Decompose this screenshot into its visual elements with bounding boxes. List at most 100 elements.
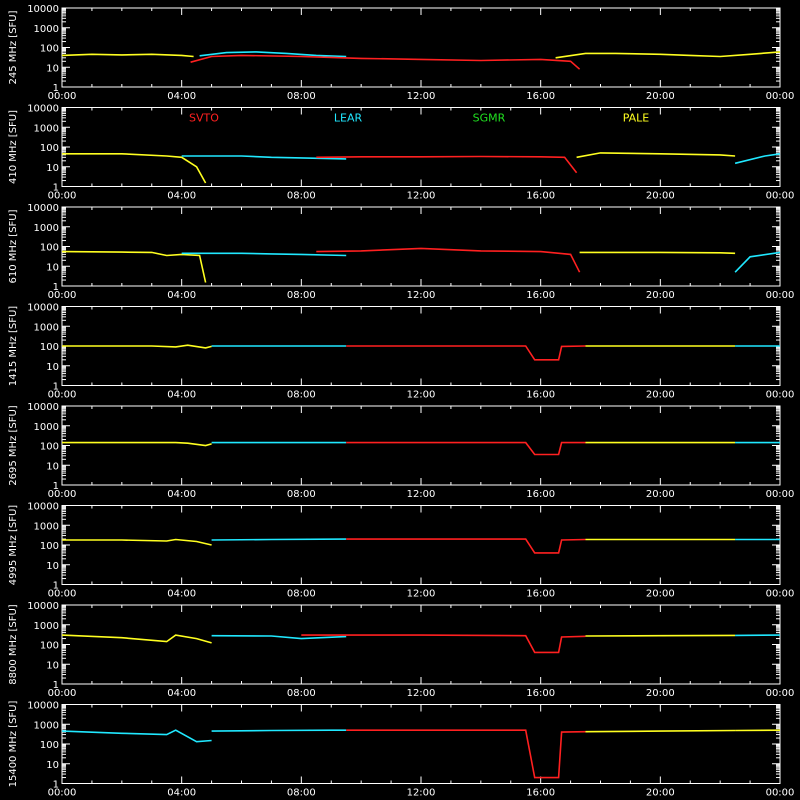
series-line-lear [181, 252, 347, 257]
x-tick-label: 00:00 [48, 589, 77, 600]
panel-y-label: 410 MHz [SFU] [8, 110, 19, 184]
x-tick-label: 00:00 [766, 91, 795, 102]
series-line-pale [576, 152, 736, 159]
x-tick-label: 08:00 [287, 788, 316, 799]
x-tick-label: 20:00 [646, 489, 675, 500]
series-line-lear [181, 155, 347, 160]
x-tick-label: 16:00 [526, 788, 555, 799]
y-tick-label: 10 [46, 660, 59, 671]
series-line-lear [734, 153, 781, 165]
series-line-pale [61, 53, 194, 58]
x-tick-label: 20:00 [646, 390, 675, 401]
y-tick-label: 1000 [34, 24, 59, 35]
y-tick-label: 1000 [34, 521, 59, 532]
x-tick-label: 00:00 [48, 390, 77, 401]
series-line-lear [199, 51, 347, 58]
series-line-lear [211, 538, 347, 541]
y-tick-label: 10 [46, 760, 59, 771]
panel-frame [61, 704, 781, 784]
x-tick-label: 00:00 [766, 390, 795, 401]
y-tick-label: 1 [53, 780, 59, 791]
y-tick-label: 1 [53, 183, 59, 194]
x-tick-label: 16:00 [526, 688, 555, 699]
y-tick-label: 100 [40, 442, 59, 453]
x-tick-label: 00:00 [48, 688, 77, 699]
panel-frame [61, 107, 781, 187]
legend-pale: PALE [623, 112, 650, 125]
legend-sgmr: SGMR [473, 112, 506, 125]
x-tick-label: 00:00 [766, 688, 795, 699]
x-tick-label: 16:00 [526, 91, 555, 102]
y-tick-label: 10000 [27, 601, 59, 612]
x-tick-label: 04:00 [167, 390, 196, 401]
x-tick-label: 12:00 [407, 290, 436, 301]
series-line-pale [579, 251, 736, 255]
x-tick-label: 08:00 [287, 688, 316, 699]
panel-frame [61, 405, 781, 486]
x-tick-label: 16:00 [526, 390, 555, 401]
x-tick-label: 12:00 [407, 788, 436, 799]
y-tick-label: 100 [40, 342, 59, 353]
series-line-lear [211, 634, 347, 640]
x-tick-label: 08:00 [287, 191, 316, 202]
series-line-svto [301, 634, 586, 654]
series-line-lear [61, 729, 212, 743]
panel-y-label: 610 MHz [SFU] [8, 209, 19, 283]
series-line-svto [346, 729, 586, 779]
x-tick-label: 04:00 [167, 688, 196, 699]
x-tick-label: 04:00 [167, 91, 196, 102]
x-tick-label: 00:00 [48, 489, 77, 500]
x-tick-label: 08:00 [287, 290, 316, 301]
x-tick-label: 16:00 [526, 589, 555, 600]
y-tick-label: 10 [46, 63, 59, 74]
y-tick-label: 1000 [34, 322, 59, 333]
y-tick-label: 1000 [34, 621, 59, 632]
series-line-svto [316, 155, 578, 174]
x-tick-label: 20:00 [646, 688, 675, 699]
x-tick-label: 04:00 [167, 290, 196, 301]
panel-y-label: 1415 MHz [SFU] [8, 306, 19, 387]
x-tick-label: 16:00 [526, 191, 555, 202]
x-tick-label: 20:00 [646, 290, 675, 301]
series-line-svto [346, 538, 586, 554]
y-tick-label: 10 [46, 262, 59, 273]
series-line-pale [62, 344, 212, 349]
series-line-lear [211, 729, 347, 732]
x-tick-label: 08:00 [287, 589, 316, 600]
x-tick-label: 20:00 [646, 589, 675, 600]
panel-y-label: 2695 MHz [SFU] [8, 405, 19, 486]
panel-y-label: 8800 MHz [SFU] [8, 604, 19, 685]
panel-frame [61, 505, 781, 585]
x-tick-label: 00:00 [766, 589, 795, 600]
x-tick-label: 12:00 [407, 489, 436, 500]
y-tick-label: 1000 [34, 123, 59, 134]
y-tick-label: 1000 [34, 720, 59, 731]
y-tick-label: 1 [53, 581, 59, 592]
series-line-svto [316, 247, 581, 273]
x-tick-label: 00:00 [766, 788, 795, 799]
x-tick-label: 04:00 [167, 191, 196, 202]
x-tick-label: 12:00 [407, 191, 436, 202]
y-tick-label: 10 [46, 561, 59, 572]
x-tick-label: 08:00 [287, 489, 316, 500]
x-tick-label: 08:00 [287, 91, 316, 102]
y-tick-label: 100 [40, 641, 59, 652]
y-tick-label: 100 [40, 44, 59, 55]
y-tick-label: 1000 [34, 422, 59, 433]
y-tick-label: 10000 [27, 502, 59, 513]
x-tick-label: 08:00 [287, 390, 316, 401]
y-tick-label: 10000 [27, 701, 59, 712]
panel-y-label: 4995 MHz [SFU] [8, 505, 19, 586]
series-line-pale [62, 538, 212, 546]
y-tick-label: 100 [40, 243, 59, 254]
y-tick-label: 10000 [27, 402, 59, 413]
series-line-svto [190, 54, 581, 70]
y-tick-label: 100 [40, 740, 59, 751]
x-tick-label: 00:00 [48, 788, 77, 799]
y-tick-label: 10000 [27, 203, 59, 214]
panel-frame [61, 7, 781, 88]
x-tick-label: 20:00 [646, 788, 675, 799]
x-tick-label: 16:00 [526, 489, 555, 500]
x-tick-label: 20:00 [646, 191, 675, 202]
